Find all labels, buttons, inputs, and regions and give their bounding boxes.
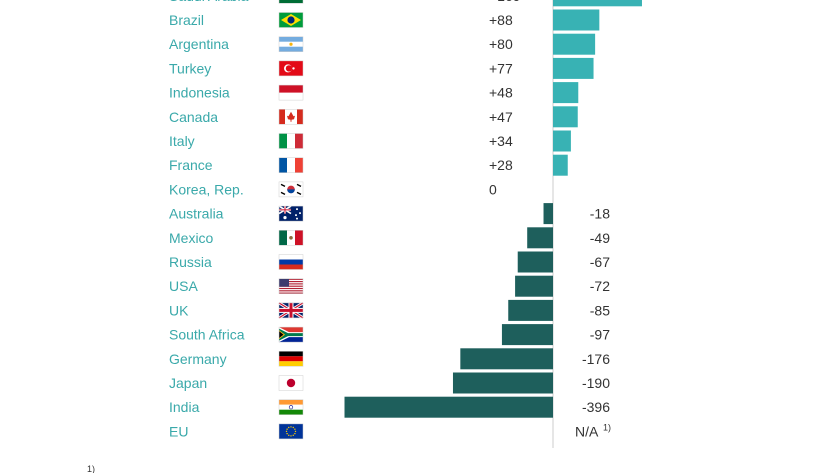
chart-row: Russia -67: [169, 251, 610, 273]
value-label: -67: [590, 254, 610, 270]
country-label: France: [169, 157, 213, 173]
country-label: Canada: [169, 109, 218, 125]
value-label: +34: [489, 133, 513, 149]
country-label: EU: [169, 423, 188, 439]
chart-row: Australia -18: [169, 203, 610, 225]
germany-flag-icon: [278, 351, 304, 367]
value-label: N/A: [575, 423, 599, 439]
chart-row: Canada +47: [169, 106, 578, 128]
bar-negative: [452, 372, 553, 394]
chart-row: Argentina +80: [169, 33, 596, 55]
chart-row: South Africa -97: [169, 324, 610, 346]
chart-row: Italy +34: [169, 130, 571, 152]
turkey-flag-icon: [278, 60, 304, 77]
usa-flag-icon: [278, 278, 304, 294]
chart-row: Germany -176: [169, 348, 610, 370]
chart-row: France +28: [169, 154, 568, 176]
value-label: -72: [590, 278, 610, 294]
value-label: -18: [590, 206, 610, 222]
country-label: USA: [169, 278, 198, 294]
brazil-flag-icon: [278, 12, 304, 28]
country-label: Germany: [169, 351, 227, 367]
chart-row: Japan -190: [169, 372, 610, 394]
chart-row: USA -72: [169, 275, 610, 297]
value-label: +169: [489, 0, 521, 4]
value-label: +48: [489, 85, 513, 101]
value-label: -97: [590, 327, 610, 343]
country-label: Argentina: [169, 36, 229, 52]
country-label: Japan: [169, 375, 207, 391]
bar-negative: [344, 396, 553, 418]
country-label: Turkey: [169, 60, 211, 76]
country-label: India: [169, 399, 200, 415]
value-label: +77: [489, 60, 513, 76]
value-label: +28: [489, 157, 513, 173]
value-label: -85: [590, 302, 610, 318]
footnote-ref: 1): [603, 422, 611, 432]
value-label: +80: [489, 36, 513, 52]
country-label: South Africa: [169, 327, 245, 343]
bar-negative: [508, 299, 553, 321]
country-label: Mexico: [169, 230, 214, 246]
bar-positive: [553, 33, 596, 55]
value-label: +88: [489, 12, 513, 28]
italy-flag-icon: [278, 133, 304, 149]
eu-flag-icon: [278, 423, 304, 440]
country-label: Italy: [169, 133, 195, 149]
chart-row: Korea, Rep. 0: [169, 181, 497, 197]
mexico-flag-icon: [278, 230, 304, 246]
chart-row: India -396: [169, 396, 610, 418]
australia-flag-icon: [278, 205, 304, 222]
footnote-marker: 1): [87, 464, 95, 473]
bar-positive: [553, 9, 600, 31]
uk-flag-icon: [278, 301, 304, 320]
bar-negative: [543, 203, 553, 225]
value-label: -396: [582, 399, 610, 415]
chart-row: Saudi Arabia +169: [169, 0, 642, 7]
country-label: Brazil: [169, 12, 204, 28]
bar-positive: [553, 57, 594, 79]
value-label: -176: [582, 351, 610, 367]
chart-row: EU N/A 1): [169, 422, 611, 439]
saudi-arabia-flag-icon: [278, 0, 304, 4]
russia-flag-icon: [278, 254, 304, 270]
rows-layer: Saudi Arabia +169 Brazil +88 Argentina +80 Tur…: [169, 0, 642, 439]
country-label: Korea, Rep.: [169, 181, 244, 197]
korea-flag-icon: [278, 181, 304, 198]
bar-negative: [527, 227, 553, 249]
value-label: +47: [489, 109, 513, 125]
bar-positive: [553, 154, 568, 176]
chart-row: Indonesia +48: [169, 82, 579, 104]
japan-flag-icon: [278, 375, 304, 391]
bar-negative: [517, 251, 553, 273]
indonesia-flag-icon: [278, 84, 304, 101]
bar-positive: [553, 82, 579, 104]
value-label: -49: [590, 230, 610, 246]
bar-negative: [515, 275, 553, 297]
country-label: Saudi Arabia: [169, 0, 249, 4]
argentina-flag-icon: [278, 36, 304, 52]
india-flag-icon: [278, 399, 304, 415]
country-label: Indonesia: [169, 85, 230, 101]
bar-positive: [553, 0, 642, 7]
country-label: Australia: [169, 206, 224, 222]
value-label: -190: [582, 375, 610, 391]
country-label: Russia: [169, 254, 212, 270]
chart-row: Mexico -49: [169, 227, 610, 249]
chart-row: Brazil +88: [169, 9, 600, 31]
bar-positive: [553, 130, 571, 152]
bar-negative: [460, 348, 553, 370]
chart-row: UK -85: [169, 299, 610, 321]
value-label: 0: [489, 181, 497, 197]
canada-flag-icon: [278, 109, 304, 125]
france-flag-icon: [278, 157, 304, 173]
chart-row: Turkey +77: [169, 57, 594, 79]
bar-positive: [553, 106, 578, 128]
country-label: UK: [169, 302, 189, 318]
south-africa-flag-icon: [278, 326, 304, 343]
bar-negative: [501, 324, 553, 346]
